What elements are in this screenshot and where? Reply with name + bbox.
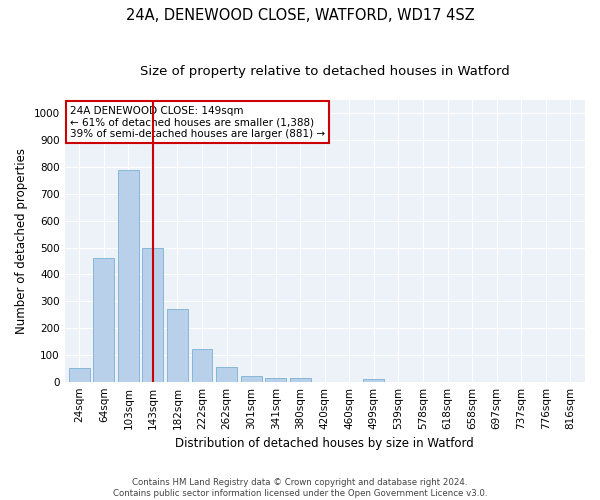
Bar: [364, 379, 385, 382]
Bar: [241, 376, 262, 382]
Bar: [265, 378, 286, 382]
Bar: [290, 378, 311, 382]
Y-axis label: Number of detached properties: Number of detached properties: [15, 148, 28, 334]
Bar: [167, 309, 188, 382]
X-axis label: Distribution of detached houses by size in Watford: Distribution of detached houses by size …: [175, 437, 474, 450]
Bar: [191, 350, 212, 382]
Bar: [142, 248, 163, 382]
Text: 24A, DENEWOOD CLOSE, WATFORD, WD17 4SZ: 24A, DENEWOOD CLOSE, WATFORD, WD17 4SZ: [125, 8, 475, 22]
Bar: [69, 368, 90, 382]
Bar: [216, 367, 237, 382]
Title: Size of property relative to detached houses in Watford: Size of property relative to detached ho…: [140, 65, 509, 78]
Text: 24A DENEWOOD CLOSE: 149sqm
← 61% of detached houses are smaller (1,388)
39% of s: 24A DENEWOOD CLOSE: 149sqm ← 61% of deta…: [70, 106, 325, 139]
Text: Contains HM Land Registry data © Crown copyright and database right 2024.
Contai: Contains HM Land Registry data © Crown c…: [113, 478, 487, 498]
Bar: [94, 258, 114, 382]
Bar: [118, 170, 139, 382]
